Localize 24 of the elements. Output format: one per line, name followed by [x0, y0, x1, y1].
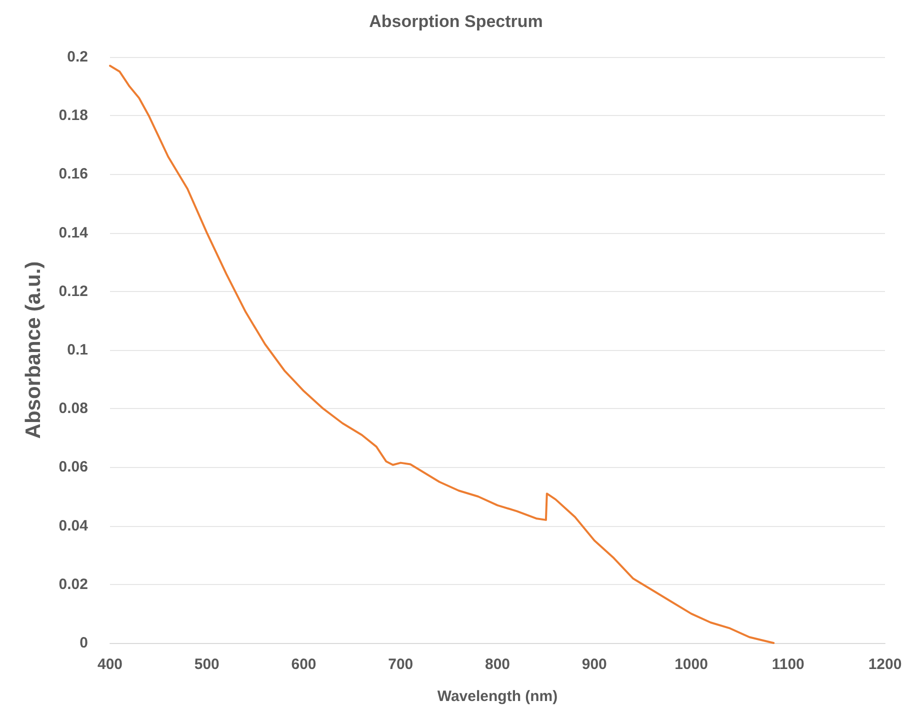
x-tick-label: 400 — [97, 656, 123, 673]
line-series — [109, 64, 775, 644]
x-tick-label: 1100 — [772, 656, 804, 673]
x-tick-label: 500 — [194, 656, 220, 673]
y-tick-label: 0.08 — [58, 400, 88, 418]
x-tick-label: 1000 — [674, 656, 708, 673]
x-tick-label: 900 — [582, 656, 607, 673]
x-tick-label: 600 — [291, 656, 316, 673]
y-tick-label: 0.06 — [58, 458, 88, 476]
x-tick-label: 700 — [388, 656, 414, 673]
y-tick-label: 0 — [80, 634, 88, 652]
y-tick-label: 0.2 — [67, 48, 88, 66]
x-tick-label: 1200 — [868, 656, 902, 673]
x-axis-title: Wavelength (nm) — [437, 688, 558, 705]
x-tick-label: 800 — [484, 656, 510, 673]
y-tick-label: 0.04 — [58, 517, 89, 534]
y-tick-label: 0.1 — [67, 342, 88, 358]
y-tick-label: 0.18 — [58, 107, 88, 124]
y-tick-label: 0.02 — [58, 576, 88, 593]
y-tick-label: 0.12 — [58, 282, 88, 300]
chart-title: Absorption Spectrum — [369, 12, 543, 31]
y-tick-label: 0.14 — [58, 224, 89, 242]
y-tick-label: 0.16 — [58, 166, 88, 183]
y-axis-title: Absorbance (a.u.) — [22, 261, 45, 439]
